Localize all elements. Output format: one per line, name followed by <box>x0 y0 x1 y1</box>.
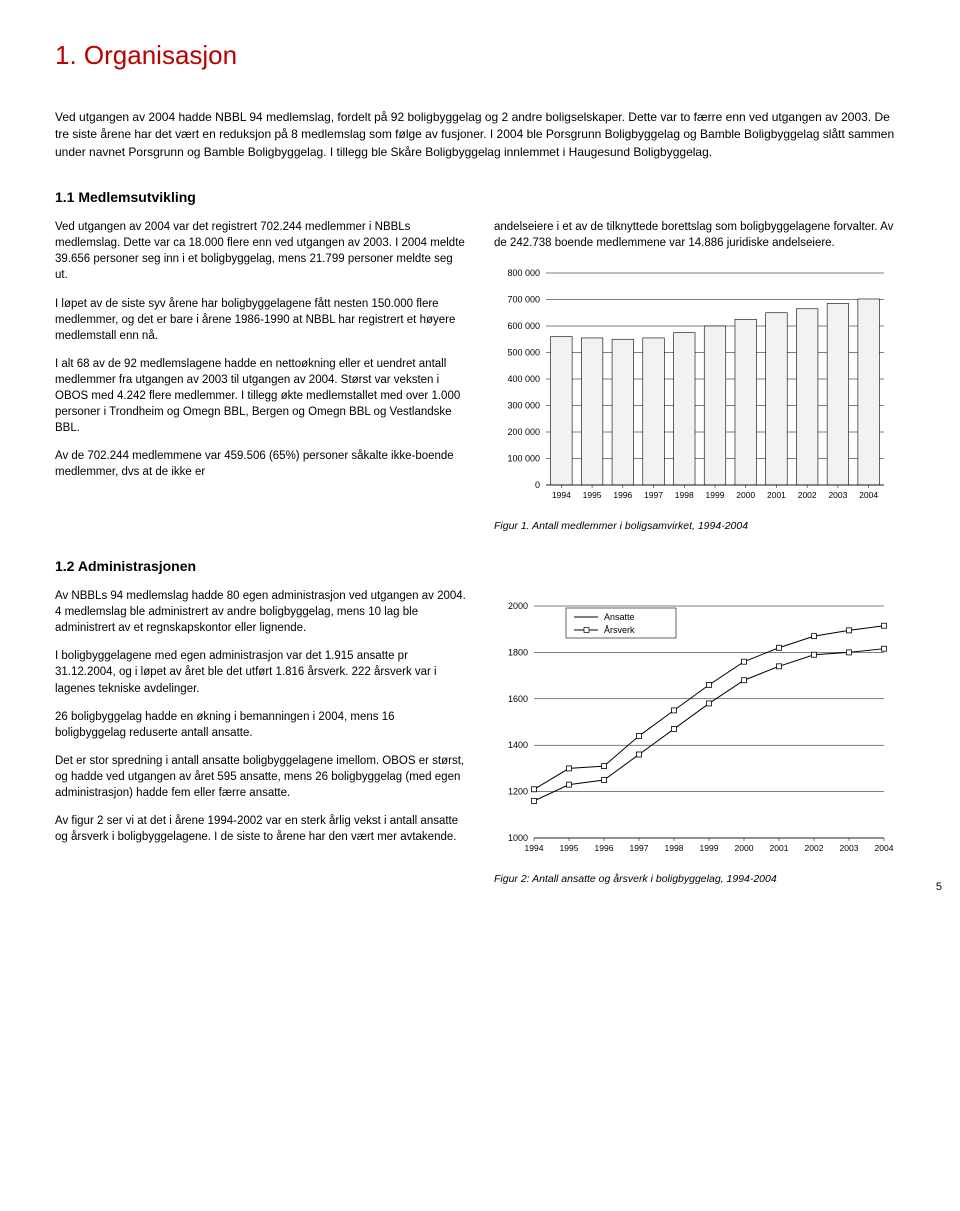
svg-text:1994: 1994 <box>552 490 571 500</box>
page-title: 1. Organisasjon <box>55 40 905 71</box>
svg-text:0: 0 <box>535 480 540 490</box>
svg-text:2003: 2003 <box>840 843 859 853</box>
chart-2-line: 1000 1200 1400 1600 1800 2000 1994 1995 1996 1997… <box>494 596 894 866</box>
svg-text:2000: 2000 <box>735 843 754 853</box>
svg-text:2000: 2000 <box>508 601 528 611</box>
section-1-1-columns: Ved utgangen av 2004 var det registrert … <box>55 219 905 534</box>
s12-paragraph: Av NBBLs 94 medlemslag hadde 80 egen adm… <box>55 588 466 636</box>
svg-text:2003: 2003 <box>828 490 847 500</box>
svg-text:2002: 2002 <box>805 843 824 853</box>
intro-paragraph: Ved utgangen av 2004 hadde NBBL 94 medle… <box>55 109 895 161</box>
s12-paragraph: Av figur 2 ser vi at det i årene 1994-20… <box>55 813 466 845</box>
svg-text:1999: 1999 <box>706 490 725 500</box>
svg-text:600 000: 600 000 <box>507 321 540 331</box>
svg-text:1600: 1600 <box>508 694 528 704</box>
chart-1-bar: 0 100 000 200 000 300 000 400 000 500 000 600 … <box>494 263 894 513</box>
section-1-1-heading: 1.1 Medlemsutvikling <box>55 189 905 205</box>
s11-paragraph: Ved utgangen av 2004 var det registrert … <box>55 219 466 283</box>
s11-paragraph: I løpet av de siste syv årene har boligb… <box>55 296 466 344</box>
svg-text:1994: 1994 <box>525 843 544 853</box>
svg-text:300 000: 300 000 <box>507 401 540 411</box>
svg-text:1800: 1800 <box>508 647 528 657</box>
svg-text:1997: 1997 <box>644 490 663 500</box>
svg-text:1998: 1998 <box>665 843 684 853</box>
section-1-1-left: Ved utgangen av 2004 var det registrert … <box>55 219 466 534</box>
svg-text:1996: 1996 <box>595 843 614 853</box>
svg-text:Årsverk: Årsverk <box>604 625 635 635</box>
svg-text:1200: 1200 <box>508 787 528 797</box>
svg-text:2004: 2004 <box>875 843 894 853</box>
svg-text:1996: 1996 <box>613 490 632 500</box>
svg-text:800 000: 800 000 <box>507 268 540 278</box>
svg-text:200 000: 200 000 <box>507 427 540 437</box>
svg-text:2000: 2000 <box>736 490 755 500</box>
svg-text:2001: 2001 <box>770 843 789 853</box>
chart-1-caption: Figur 1. Antall medlemmer i boligsamvirk… <box>494 519 905 534</box>
s12-paragraph: 26 boligbyggelag hadde en økning i beman… <box>55 709 466 741</box>
svg-text:1995: 1995 <box>560 843 579 853</box>
svg-text:1000: 1000 <box>508 833 528 843</box>
s12-paragraph: Det er stor spredning i antall ansatte b… <box>55 753 466 801</box>
svg-text:100 000: 100 000 <box>507 454 540 464</box>
svg-text:2004: 2004 <box>859 490 878 500</box>
svg-text:2002: 2002 <box>798 490 817 500</box>
section-1-1-right: andelseiere i et av de tilknyttede boret… <box>494 219 905 534</box>
section-1-2-heading: 1.2 Administrasjonen <box>55 558 905 574</box>
s11-paragraph: andelseiere i et av de tilknyttede boret… <box>494 219 905 251</box>
section-1-2-right: 1000 1200 1400 1600 1800 2000 1994 1995 1996 1997… <box>494 588 905 887</box>
chart-1-container: 0 100 000 200 000 300 000 400 000 500 000 600 … <box>494 263 905 534</box>
svg-text:1999: 1999 <box>700 843 719 853</box>
svg-text:500 000: 500 000 <box>507 348 540 358</box>
svg-text:1998: 1998 <box>675 490 694 500</box>
section-1-2-columns: Av NBBLs 94 medlemslag hadde 80 egen adm… <box>55 588 905 887</box>
svg-text:1400: 1400 <box>508 740 528 750</box>
svg-text:1995: 1995 <box>583 490 602 500</box>
s11-paragraph: Av de 702.244 medlemmene var 459.506 (65… <box>55 448 466 480</box>
svg-text:2001: 2001 <box>767 490 786 500</box>
page-number: 5 <box>936 881 942 893</box>
s11-paragraph: I alt 68 av de 92 medlemslagene hadde en… <box>55 356 466 436</box>
chart-2-container: 1000 1200 1400 1600 1800 2000 1994 1995 1996 1997… <box>494 596 905 887</box>
svg-text:1997: 1997 <box>630 843 649 853</box>
s12-paragraph: I boligbyggelagene med egen administrasj… <box>55 648 466 696</box>
section-1-2-left: Av NBBLs 94 medlemslag hadde 80 egen adm… <box>55 588 466 887</box>
chart-2-caption: Figur 2: Antall ansatte og årsverk i bol… <box>494 872 905 887</box>
svg-text:400 000: 400 000 <box>507 374 540 384</box>
svg-text:Ansatte: Ansatte <box>604 612 635 622</box>
svg-text:700 000: 700 000 <box>507 295 540 305</box>
